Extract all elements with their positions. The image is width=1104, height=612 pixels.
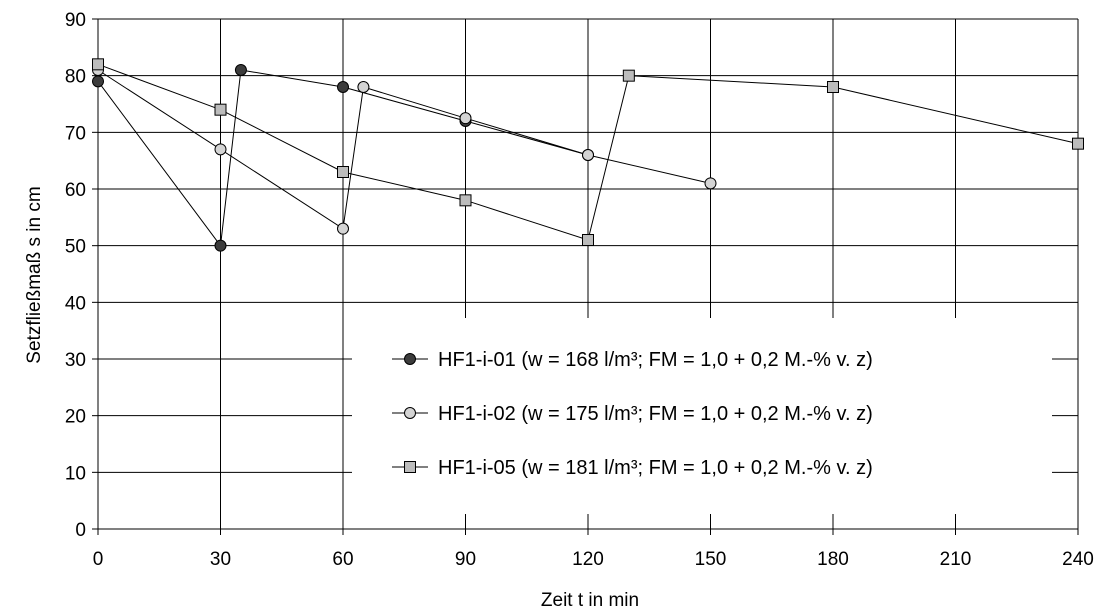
x-tick-label: 90 <box>455 549 476 570</box>
data-point <box>582 234 594 246</box>
legend-label: HF1-i-01 (w = 168 l/m³; FM = 1,0 + 0,2 M… <box>438 349 873 371</box>
x-tick-label: 30 <box>210 549 231 570</box>
y-tick-label: 90 <box>65 10 86 31</box>
tick-labels: 0 10 20 30 40 50 60 70 80 90 0 30 60 90 120 150 180 210 24… <box>65 10 1094 570</box>
y-tick-label: 80 <box>65 67 86 88</box>
x-tick-label: 0 <box>93 549 104 570</box>
data-point <box>827 81 839 93</box>
data-point <box>459 194 472 207</box>
legend-label: HF1-i-02 (w = 175 l/m³; FM = 1,0 + 0,2 M… <box>438 403 873 425</box>
x-tick-label: 180 <box>817 549 849 570</box>
y-tick-label: 30 <box>65 350 86 371</box>
x-tick-label: 210 <box>940 549 972 570</box>
legend-marker <box>404 461 416 473</box>
data-point <box>214 239 227 252</box>
y-tick-label: 20 <box>65 407 86 428</box>
legend-item: HF1-i-05 (w = 181 l/m³; FM = 1,0 + 0,2 M… <box>392 457 873 479</box>
data-point <box>704 177 717 190</box>
data-point <box>622 69 635 82</box>
x-tick-label: 240 <box>1062 549 1094 570</box>
legend-item: HF1-i-02 (w = 175 l/m³; FM = 1,0 + 0,2 M… <box>392 403 873 425</box>
y-tick-label: 40 <box>65 293 86 314</box>
series-3 <box>92 58 1084 246</box>
data-point <box>92 75 104 88</box>
series-2 <box>92 64 717 235</box>
x-tick-label: 150 <box>695 549 727 570</box>
series-line <box>97 63 1079 241</box>
y-tick-label: 0 <box>75 520 86 541</box>
legend-items: HF1-i-01 (w = 168 l/m³; FM = 1,0 + 0,2 M… <box>392 349 873 479</box>
data-point <box>337 166 349 178</box>
data-point <box>214 143 227 156</box>
y-tick-label: 70 <box>65 123 86 144</box>
legend-marker <box>404 353 416 365</box>
legend-label: HF1-i-05 (w = 181 l/m³; FM = 1,0 + 0,2 M… <box>438 457 873 479</box>
series-line <box>97 69 589 247</box>
axes <box>92 18 1079 535</box>
x-tick-label: 60 <box>332 549 353 570</box>
data-point <box>234 64 247 76</box>
legend-background <box>352 318 1052 514</box>
data-point <box>337 222 349 235</box>
y-tick-label: 60 <box>65 180 86 201</box>
data-point <box>92 58 104 71</box>
series-group <box>92 58 1084 252</box>
data-point <box>459 112 472 125</box>
y-axis-title: Setzfließmaß s in cm <box>24 186 45 363</box>
y-tick-label: 10 <box>65 463 86 484</box>
legend-item: HF1-i-01 (w = 168 l/m³; FM = 1,0 + 0,2 M… <box>392 349 873 371</box>
y-tick-label: 50 <box>65 237 86 258</box>
data-point <box>337 81 349 93</box>
data-point <box>582 149 594 161</box>
data-point <box>214 103 227 116</box>
data-point <box>1072 137 1084 150</box>
data-point <box>357 81 370 93</box>
x-axis-title: Zeit t in min <box>541 590 639 611</box>
legend-marker <box>404 407 416 419</box>
x-tick-label: 120 <box>572 549 604 570</box>
legend: HF1-i-01 (w = 168 l/m³; FM = 1,0 + 0,2 M… <box>352 318 1052 514</box>
